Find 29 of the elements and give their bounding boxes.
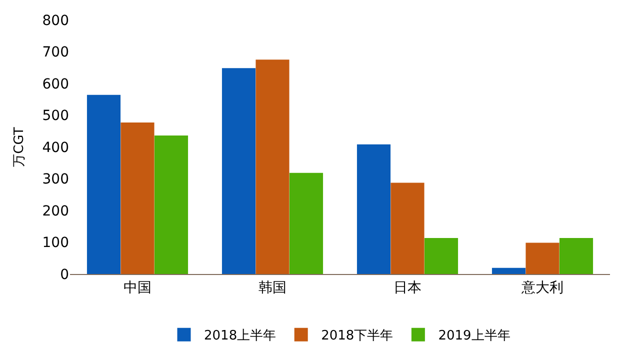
bar [559, 238, 594, 274]
legend-label: 2019上半年 [438, 328, 510, 344]
bar [154, 135, 188, 274]
bar [289, 172, 324, 274]
y-tick-label: 600 [42, 76, 69, 92]
y-tick-label: 500 [42, 108, 69, 124]
y-tick-label: 200 [42, 203, 69, 220]
legend-label: 2018下半年 [321, 328, 394, 344]
y-axis-title: 万CGT [12, 127, 28, 167]
bar [86, 94, 121, 274]
y-tick-label: 400 [42, 140, 69, 156]
x-tick-label: 意大利 [520, 280, 564, 296]
y-tick-label: 0 [60, 266, 69, 283]
y-tick-label: 300 [42, 172, 69, 188]
bar [356, 144, 391, 274]
bar [222, 68, 256, 274]
bar [526, 242, 560, 274]
legend-label: 2018上半年 [204, 328, 276, 344]
bar [390, 182, 424, 274]
bar [256, 60, 290, 274]
x-tick-label: 日本 [394, 280, 422, 296]
x-tick-label: 中国 [124, 280, 152, 296]
y-tick-label: 700 [42, 44, 69, 61]
bar [424, 238, 458, 274]
y-tick-label: 100 [42, 235, 69, 252]
bar [492, 268, 526, 274]
bar [120, 122, 154, 274]
x-tick-label: 韩国 [258, 280, 286, 296]
y-tick-label: 800 [42, 12, 69, 29]
